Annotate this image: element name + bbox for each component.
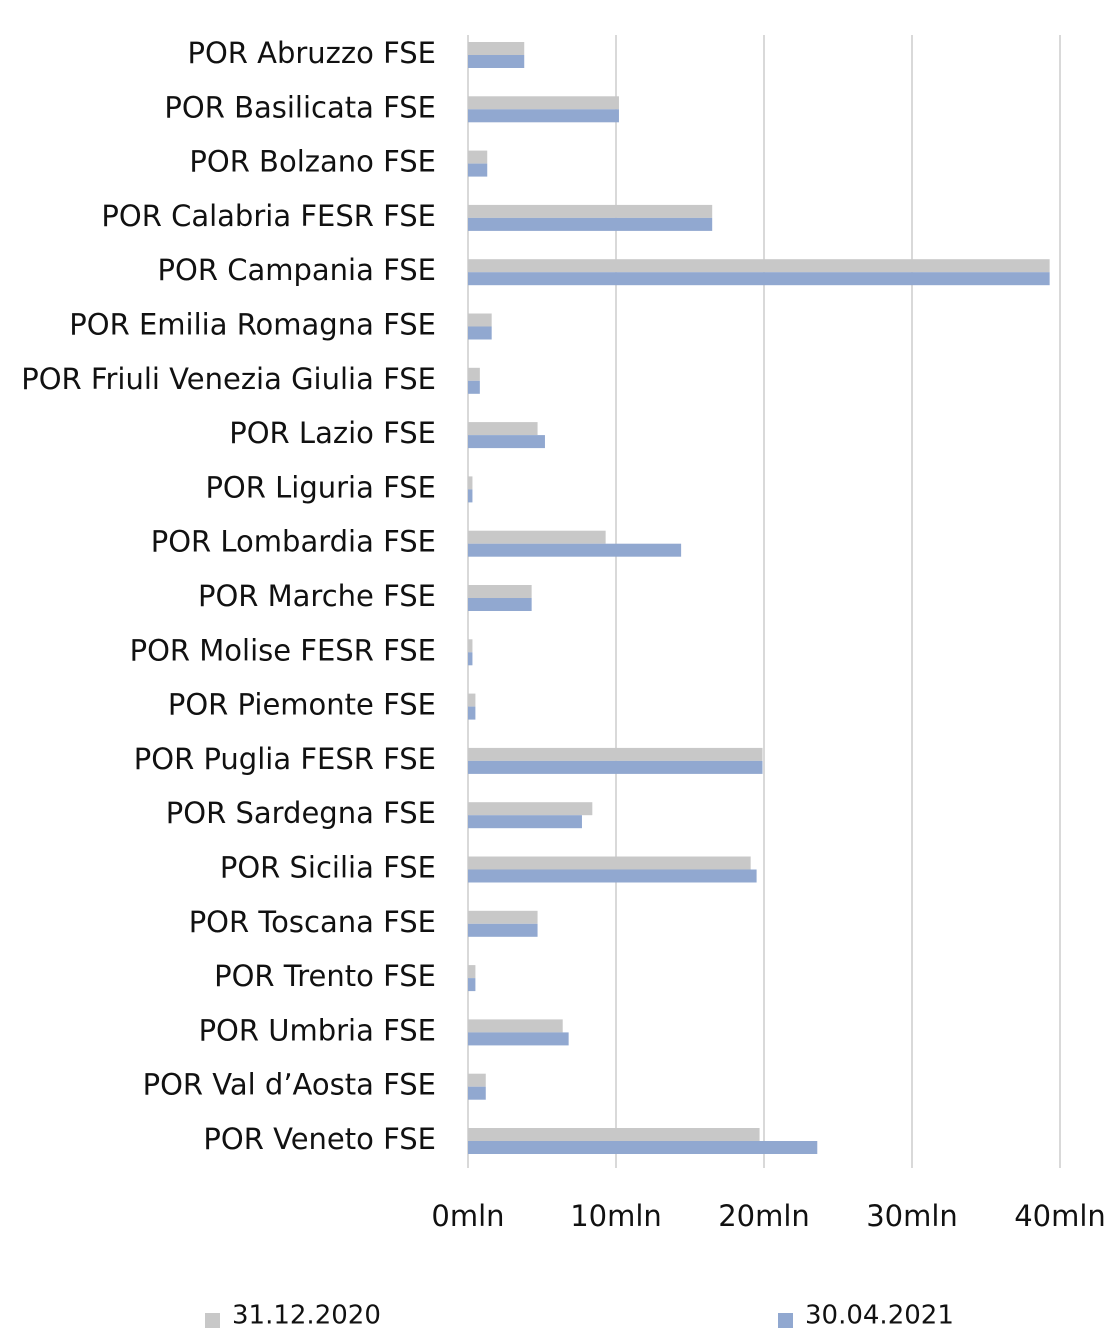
bar — [468, 706, 476, 720]
y-tick-label: POR Lazio FSE — [229, 416, 436, 450]
bar — [468, 652, 473, 666]
bar — [468, 259, 1050, 273]
bar — [468, 869, 757, 883]
y-tick-label: POR Umbria FSE — [199, 1013, 436, 1047]
bar — [468, 923, 538, 937]
legend-label: 30.04.2021 — [805, 1301, 954, 1328]
bar — [468, 313, 492, 327]
bar — [468, 1073, 486, 1087]
legend-swatch — [205, 1313, 220, 1328]
bar — [468, 543, 682, 557]
bar — [468, 598, 532, 611]
y-tick-label: POR Friuli Venezia Giulia FSE — [21, 362, 436, 396]
bar — [468, 476, 473, 490]
y-tick-label: POR Bolzano FSE — [189, 145, 436, 179]
bar — [468, 422, 538, 436]
x-tick-label: 10mln — [570, 1199, 662, 1233]
bar — [468, 204, 713, 218]
bar — [468, 109, 619, 123]
bar — [468, 489, 473, 503]
bar — [468, 1032, 569, 1046]
y-tick-label: POR Val d’Aosta FSE — [143, 1068, 436, 1102]
bar — [468, 367, 480, 381]
bar — [468, 760, 763, 774]
bar — [468, 326, 492, 340]
bar — [468, 1019, 563, 1033]
x-tick-label: 20mln — [718, 1199, 810, 1233]
y-tick-label: POR Veneto FSE — [203, 1122, 436, 1156]
bar — [468, 693, 476, 707]
bar — [468, 856, 751, 870]
y-tick-label: POR Liguria FSE — [205, 470, 436, 504]
bar — [468, 910, 538, 924]
bar — [468, 747, 763, 761]
bar — [468, 965, 476, 979]
y-tick-label: POR Trento FSE — [214, 959, 436, 993]
bar — [468, 150, 488, 164]
bar — [468, 55, 525, 68]
y-tick-label: POR Calabria FESR FSE — [101, 199, 436, 233]
y-tick-label: POR Piemonte FSE — [168, 688, 436, 722]
bar — [468, 96, 619, 110]
bar — [468, 1128, 760, 1141]
y-tick-label: POR Basilicata FSE — [164, 90, 436, 124]
x-tick-label: 40mln — [1014, 1199, 1106, 1233]
bar — [468, 163, 488, 177]
y-tick-label: POR Sardegna FSE — [166, 796, 436, 830]
bar — [468, 815, 582, 829]
bar — [468, 639, 473, 653]
bar — [468, 217, 713, 231]
bar — [468, 978, 476, 992]
bar — [468, 802, 593, 816]
y-tick-label: POR Toscana FSE — [189, 905, 436, 939]
y-tick-label: POR Puglia FESR FSE — [134, 742, 436, 776]
legend-label: 31.12.2020 — [232, 1301, 381, 1328]
bar — [468, 435, 545, 449]
bar — [468, 380, 480, 394]
x-tick-label: 0mln — [431, 1199, 504, 1233]
bar — [468, 585, 532, 598]
y-tick-label: POR Molise FESR FSE — [130, 633, 436, 667]
y-tick-label: POR Lombardia FSE — [151, 525, 436, 559]
y-tick-label: POR Emilia Romagna FSE — [69, 308, 436, 342]
y-tick-label: POR Marche FSE — [198, 579, 436, 613]
bar — [468, 272, 1050, 286]
bar — [468, 530, 606, 544]
legend-swatch — [778, 1313, 793, 1328]
x-tick-label: 30mln — [866, 1199, 958, 1233]
bar — [468, 42, 525, 55]
bar — [468, 1086, 486, 1100]
y-tick-label: POR Campania FSE — [158, 253, 436, 287]
y-tick-label: POR Abruzzo FSE — [187, 36, 436, 70]
y-tick-label: POR Sicilia FSE — [220, 851, 436, 885]
bar — [468, 1141, 818, 1154]
